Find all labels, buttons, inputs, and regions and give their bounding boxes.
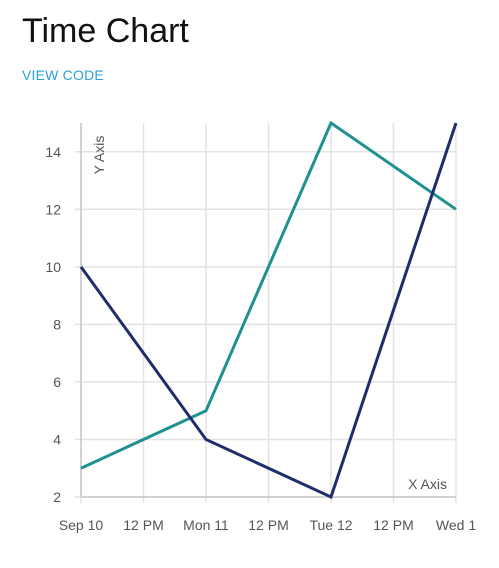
chart-tick-labels: Sep 10 12 PM Mon 11 12 PM Tue 12 12 PM Wed 1 2 4… bbox=[45, 144, 476, 533]
y-tick-label: 14 bbox=[45, 144, 61, 160]
chart-series bbox=[79, 120, 458, 500]
y-tick-label: 10 bbox=[45, 259, 61, 275]
x-tick-label: 12 PM bbox=[373, 517, 413, 533]
y-tick-label: 6 bbox=[53, 374, 61, 390]
y-tick-label: 8 bbox=[53, 316, 61, 332]
x-tick-label: 12 PM bbox=[123, 517, 163, 533]
x-tick-label: Wed 1 bbox=[436, 517, 476, 533]
x-axis-title: X Axis bbox=[408, 476, 447, 492]
series-line-1 bbox=[80, 120, 457, 470]
view-code-link[interactable]: VIEW CODE bbox=[22, 67, 104, 83]
y-tick-label: 2 bbox=[53, 489, 61, 505]
page-title: Time Chart bbox=[22, 12, 189, 50]
y-axis-title: Y Axis bbox=[91, 136, 107, 175]
series-line-2 bbox=[79, 122, 458, 500]
y-tick-label: 4 bbox=[53, 431, 61, 447]
chart-axes bbox=[80, 123, 456, 498]
x-tick-label: 12 PM bbox=[248, 517, 288, 533]
x-tick-label: Mon 11 bbox=[183, 517, 229, 533]
x-tick-label: Tue 12 bbox=[309, 517, 352, 533]
y-tick-label: 12 bbox=[45, 201, 61, 217]
x-tick-label: Sep 10 bbox=[59, 517, 104, 533]
